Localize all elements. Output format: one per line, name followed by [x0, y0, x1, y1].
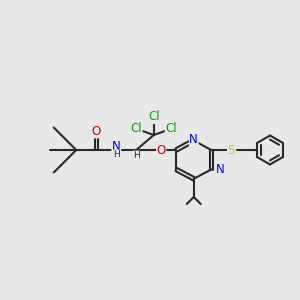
Text: H: H: [133, 151, 140, 160]
Text: S: S: [228, 143, 235, 157]
Text: O: O: [92, 125, 101, 138]
Text: N: N: [189, 133, 198, 146]
Text: N: N: [112, 140, 121, 153]
Text: H: H: [113, 150, 120, 159]
Text: Cl: Cl: [130, 122, 142, 135]
Text: Cl: Cl: [165, 122, 177, 135]
Text: O: O: [157, 143, 166, 157]
Text: N: N: [216, 163, 224, 176]
Text: Cl: Cl: [148, 110, 160, 124]
